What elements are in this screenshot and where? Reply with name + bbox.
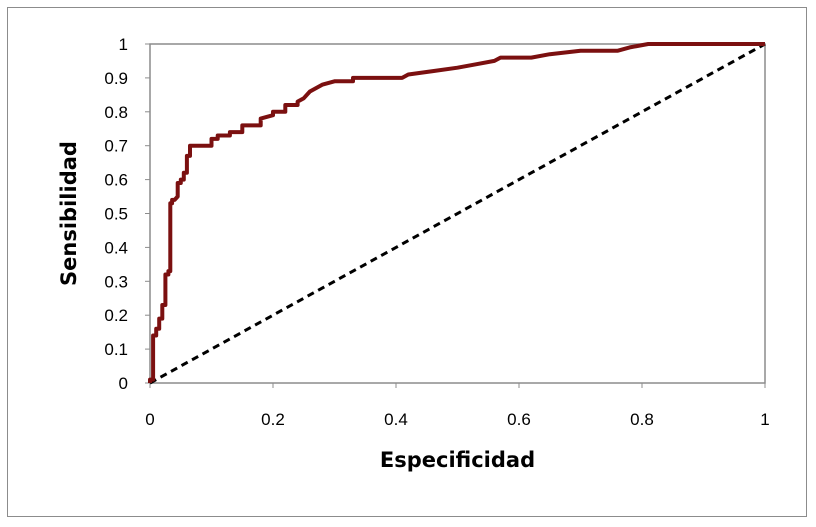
x-tick-label: 0.2 — [261, 410, 285, 429]
x-tick-label: 0.8 — [630, 410, 654, 429]
y-tick-label: 0.5 — [104, 205, 128, 224]
x-tick-label: 0.4 — [384, 410, 408, 429]
y-tick-label: 0.4 — [104, 238, 128, 257]
y-tick-label: 0.8 — [104, 103, 128, 122]
axis-ticks: 0 0.1 0.2 0.3 0.4 0.5 0.6 0.7 0.8 0.9 1 0 0.2 0.4 0.6 0… — [104, 35, 769, 429]
y-tick-label: 0.9 — [104, 69, 128, 88]
x-tick-label: 0 — [145, 410, 154, 429]
x-tick-label: 1 — [760, 410, 769, 429]
y-tick-label: 1 — [119, 35, 128, 54]
series-layer — [148, 42, 766, 385]
x-axis-title: Especificidad — [380, 448, 535, 472]
roc-curve-line — [148, 42, 765, 383]
y-tick-label: 0.2 — [104, 306, 128, 325]
y-tick-label: 0.7 — [104, 137, 128, 156]
y-tick-label: 0.3 — [104, 272, 128, 291]
y-tick-label: 0.1 — [104, 340, 128, 359]
chart-frame — [7, 7, 807, 517]
y-tick-label: 0.6 — [104, 171, 128, 190]
y-tick-label: 0 — [119, 374, 128, 393]
reference-diagonal-line — [149, 42, 766, 385]
x-tick-label: 0.6 — [507, 410, 531, 429]
y-axis-title: Sensibilidad — [57, 141, 81, 286]
